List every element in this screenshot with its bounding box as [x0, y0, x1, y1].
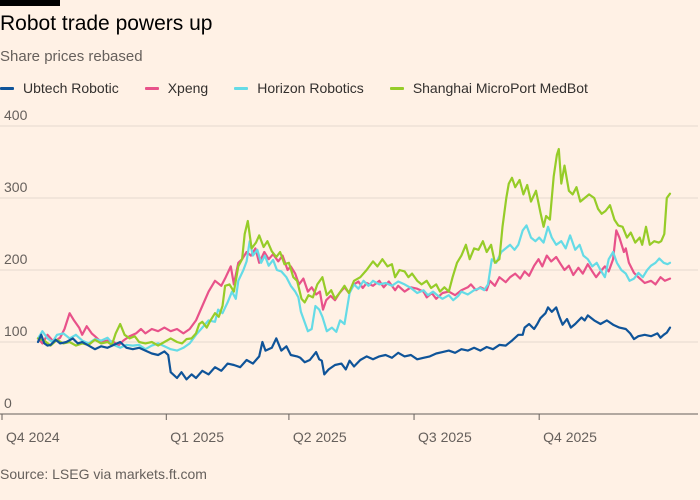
legend-item-horizon: Horizon Robotics	[234, 80, 364, 96]
series-line-horizon-robotics	[36, 224, 672, 352]
legend-label-xpeng: Xpeng	[167, 80, 209, 96]
chart-legend: Ubtech Robotic Xpeng Horizon Robotics Sh…	[0, 80, 614, 96]
y-tick-label-300: 300	[4, 179, 28, 195]
x-tick-label-3: Q3 2025	[418, 429, 472, 445]
legend-swatch-ubtech	[0, 86, 14, 90]
grid-layer	[0, 125, 698, 415]
x-tick-label-2: Q2 2025	[293, 429, 347, 445]
chart-title: Robot trade powers up	[0, 12, 213, 35]
series-line-shanghai-microport-medbot	[36, 147, 672, 347]
legend-item-xpeng: Xpeng	[144, 80, 209, 96]
legend-label-medbot: Shanghai MicroPort MedBot	[412, 80, 588, 96]
y-tick-label-400: 400	[4, 107, 28, 123]
y-tick-label-200: 200	[4, 251, 28, 267]
header-rule	[0, 0, 60, 6]
legend-swatch-horizon	[234, 86, 249, 90]
legend-item-medbot: Shanghai MicroPort MedBot	[389, 80, 588, 96]
y-tick-label-100: 100	[4, 323, 28, 339]
legend-swatch-xpeng	[144, 86, 159, 90]
axis-layer: 0 100 200 300 400 Q4 2024 Q1 2025 Q2 2025 Q3 202…	[1, 107, 597, 445]
series-line-ubtech-robotic	[36, 306, 672, 381]
series-layer	[36, 147, 672, 381]
series-line-xpeng	[36, 229, 672, 347]
x-tick-label-4: Q4 2025	[543, 429, 597, 445]
chart-subtitle: Share prices rebased	[0, 48, 143, 65]
legend-swatch-medbot	[389, 86, 404, 90]
y-tick-label-0: 0	[4, 395, 12, 411]
legend-item-ubtech: Ubtech Robotic	[0, 80, 119, 96]
legend-label-ubtech: Ubtech Robotic	[23, 80, 119, 96]
x-tick-label-1: Q1 2025	[170, 429, 224, 445]
legend-label-horizon: Horizon Robotics	[257, 80, 364, 96]
source-note: Source: LSEG via markets.ft.com	[0, 466, 207, 482]
x-tick-label-0: Q4 2024	[6, 429, 60, 445]
